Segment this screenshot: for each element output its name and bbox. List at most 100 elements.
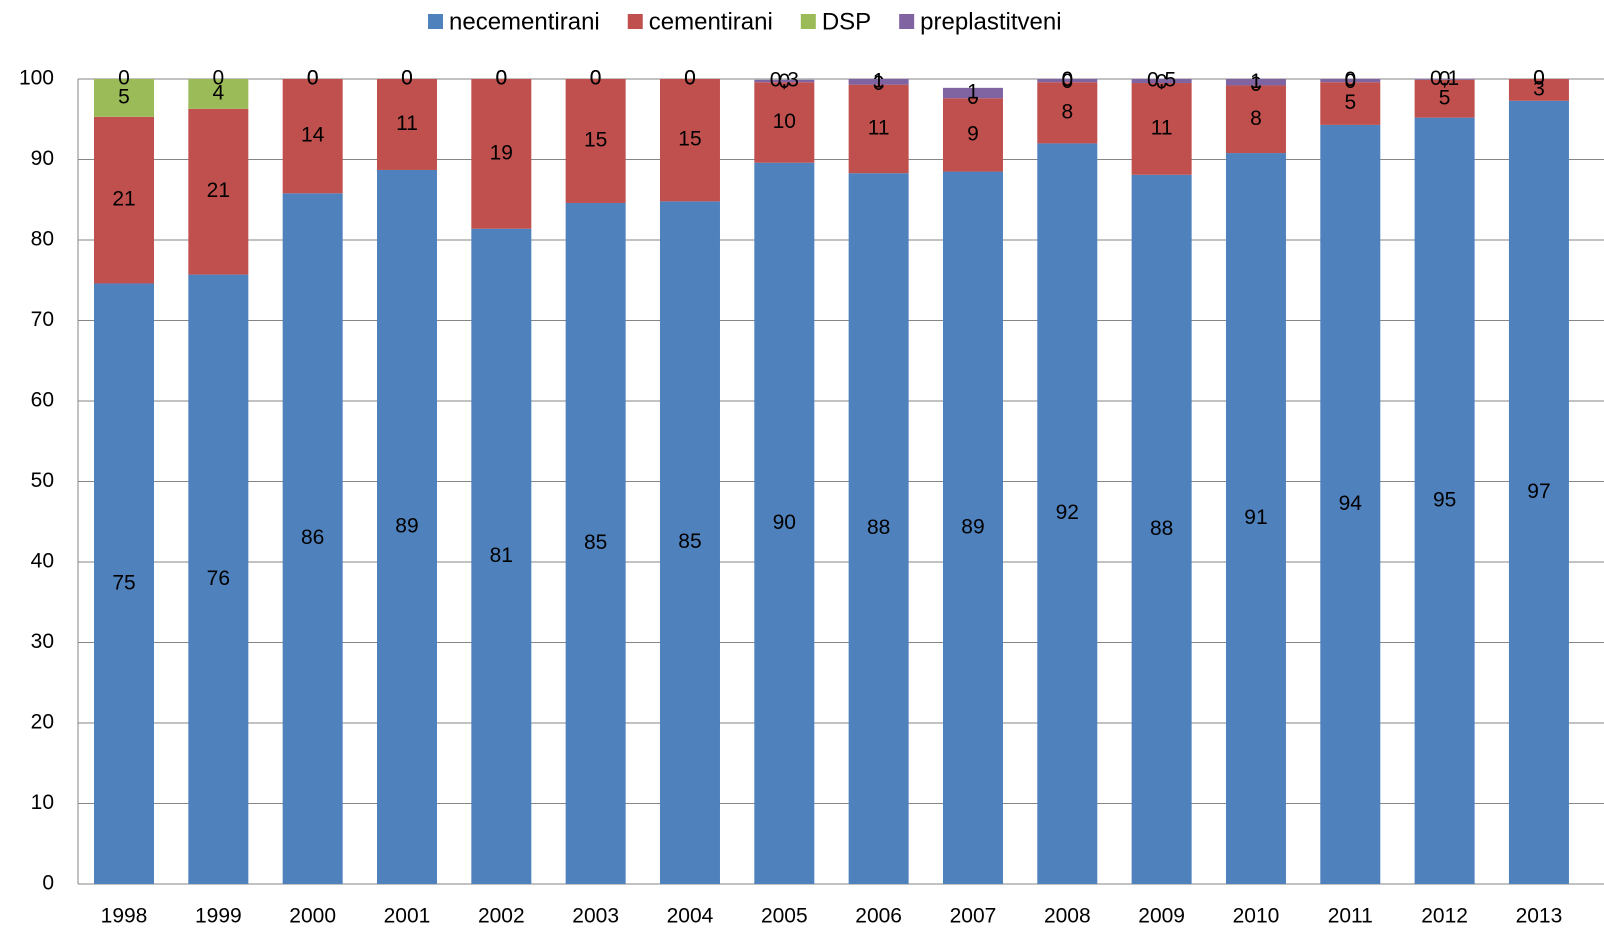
data-label: 5	[1439, 86, 1451, 109]
data-label: 0,1	[1430, 67, 1459, 90]
data-label: 89	[961, 515, 984, 538]
bar-segment	[659, 79, 720, 202]
data-label: 0	[307, 67, 319, 90]
x-tick-label: 2008	[1044, 905, 1091, 928]
data-label: 0	[212, 67, 224, 90]
bar-segment	[1037, 82, 1098, 144]
x-tick-label: 1999	[195, 905, 242, 928]
x-tick-label: 2013	[1516, 905, 1563, 928]
data-label: 97	[1527, 480, 1550, 503]
legend-swatch	[899, 14, 915, 29]
bar-segment	[754, 82, 815, 163]
data-label: 0	[495, 67, 507, 90]
data-label: 86	[301, 526, 324, 549]
x-tick-label: 2002	[478, 905, 525, 928]
bar-segment	[848, 173, 909, 884]
bar-segment	[754, 162, 815, 885]
data-label: 0	[401, 67, 413, 90]
x-tick-label: 2007	[950, 905, 997, 928]
x-tick-label: 2004	[667, 905, 714, 928]
data-label: 0	[495, 67, 507, 90]
bar-segment	[1131, 174, 1192, 885]
y-tick-label: 0	[42, 872, 54, 895]
y-tick-label: 80	[31, 228, 54, 251]
bar-segment	[848, 79, 909, 85]
bar-segment	[1508, 100, 1569, 885]
bar-segment	[848, 84, 909, 174]
data-label: 8	[1061, 100, 1073, 123]
bar-segment	[1414, 117, 1475, 884]
data-label: 95	[1433, 488, 1456, 511]
bar-segment	[754, 79, 815, 83]
bar-segment	[942, 87, 1003, 99]
data-label: 75	[112, 571, 135, 594]
x-tick-label: 2001	[384, 905, 431, 928]
bar-segment	[565, 79, 626, 203]
data-label: 90	[773, 511, 796, 534]
y-tick-label: 70	[31, 308, 54, 331]
data-label: 92	[1056, 501, 1079, 524]
data-label: 0	[684, 67, 696, 90]
data-label: 0	[1061, 68, 1073, 91]
bar-segment	[282, 193, 343, 884]
data-label: 1	[873, 69, 885, 92]
data-label: 0,5	[1147, 69, 1176, 92]
legend-label: cementirani	[649, 8, 773, 35]
data-label: 21	[207, 179, 230, 202]
bar-segment	[942, 171, 1003, 884]
x-tick-label: 2009	[1138, 905, 1185, 928]
data-label: 0	[590, 67, 602, 90]
bar-segment	[1131, 83, 1192, 175]
data-label: 88	[867, 516, 890, 539]
x-tick-label: 2011	[1328, 905, 1373, 928]
data-label: 76	[207, 567, 230, 590]
data-label: 85	[678, 530, 701, 553]
data-label: 21	[112, 188, 135, 211]
x-tick-label: 2012	[1421, 905, 1468, 928]
data-label: 0	[118, 67, 130, 90]
y-tick-label: 30	[31, 630, 54, 653]
data-label: 94	[1339, 492, 1363, 515]
bar-segment	[1320, 124, 1381, 884]
bar-segment	[188, 274, 249, 884]
bar-segment	[1225, 85, 1286, 154]
x-tick-label: 2000	[289, 905, 336, 928]
data-label: 0	[1344, 68, 1356, 91]
bar-segment	[376, 169, 437, 885]
data-label: 11	[396, 112, 418, 135]
y-tick-label: 40	[31, 550, 54, 573]
x-tick-label: 2005	[761, 905, 808, 928]
legend-swatch	[800, 14, 816, 29]
bar-segment	[1320, 79, 1381, 83]
y-tick-label: 90	[31, 147, 54, 170]
data-label: 89	[395, 515, 418, 538]
bar-segment	[94, 283, 154, 885]
data-label: 8	[1250, 107, 1262, 130]
bar-segment	[188, 79, 249, 109]
y-tick-label: 10	[31, 791, 54, 814]
x-tick-label: 1998	[101, 905, 148, 928]
bar-segment	[188, 108, 249, 275]
data-label: 19	[490, 141, 513, 164]
data-label: 15	[584, 129, 607, 152]
legend-swatch	[428, 14, 443, 29]
bar-segment	[1414, 79, 1475, 80]
legend-swatch	[627, 14, 643, 29]
data-label: 1	[1250, 70, 1262, 93]
data-label: 91	[1244, 506, 1267, 529]
data-label: 81	[490, 544, 513, 567]
data-label: 5	[1344, 91, 1356, 114]
bar-segment	[1037, 143, 1098, 884]
data-label: 0,3	[770, 69, 799, 92]
y-tick-label: 20	[31, 711, 54, 734]
data-label: 88	[1150, 517, 1173, 540]
data-label: 11	[868, 116, 890, 139]
data-label: 15	[678, 128, 701, 151]
data-label: 0	[1439, 67, 1451, 90]
bar-segment	[1037, 79, 1098, 83]
data-label: 0	[684, 67, 696, 90]
x-tick-label: 2006	[855, 905, 902, 928]
data-label: 14	[301, 124, 325, 147]
legend-label: necementirani	[449, 8, 600, 35]
data-label: 1	[967, 81, 979, 104]
